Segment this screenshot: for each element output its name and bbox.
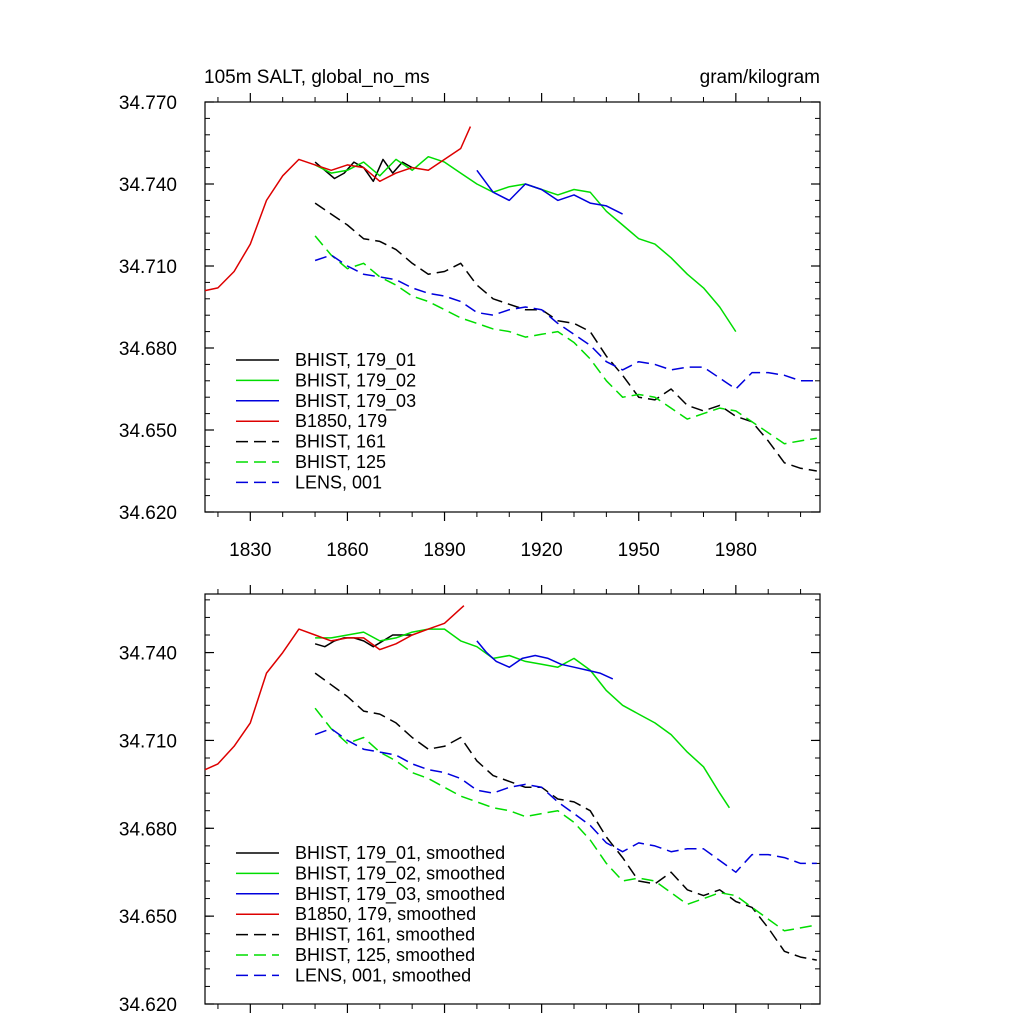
y-tick-label: 34.740 — [119, 644, 177, 665]
y-tick-label: 34.710 — [119, 731, 177, 752]
plot-frame — [204, 101, 821, 513]
series-line-4 — [314, 202, 817, 472]
x-tick-label: 1980 — [715, 540, 757, 561]
series-line-2 — [476, 169, 623, 215]
y-tick-label: 34.680 — [119, 339, 177, 360]
x-tick-label: 1890 — [423, 540, 465, 561]
plot-frame — [204, 593, 821, 1005]
legend-label: BHIST, 161, smoothed — [295, 925, 475, 945]
legend-label: BHIST, 179_01, smoothed — [295, 843, 505, 864]
legend-label: BHIST, 179_03 — [295, 391, 416, 412]
x-tick-label: 1950 — [618, 540, 660, 561]
x-tick-label: 1860 — [326, 540, 368, 561]
x-tick-label: 1920 — [520, 540, 562, 561]
series-line-4 — [314, 672, 817, 961]
y-tick-label: 34.770 — [119, 93, 177, 114]
y-tick-label: 34.620 — [119, 503, 177, 524]
legend-label: LENS, 001, smoothed — [295, 965, 471, 985]
units-label: gram/kilogram — [700, 67, 820, 88]
series-line-6 — [314, 727, 817, 873]
legend-label: BHIST, 179_02, smoothed — [295, 863, 505, 884]
legend-label: BHIST, 179_01 — [295, 350, 416, 371]
legend-label: B1850, 179 — [295, 411, 387, 431]
y-tick-label: 34.650 — [119, 907, 177, 928]
x-tick-label: 1830 — [229, 540, 271, 561]
series-line-1 — [314, 155, 737, 333]
legend-label: BHIST, 179_02 — [295, 370, 416, 391]
legend-label: BHIST, 125, smoothed — [295, 945, 475, 965]
y-tick-label: 34.740 — [119, 175, 177, 196]
series-line-5 — [314, 235, 817, 445]
chart-title: 105m SALT, global_no_ms — [204, 67, 430, 88]
y-tick-label: 34.650 — [119, 421, 177, 442]
legend-label: LENS, 001 — [295, 472, 382, 492]
series-line-5 — [314, 707, 817, 932]
series-line-3 — [204, 126, 472, 292]
y-tick-label: 34.710 — [119, 257, 177, 278]
legend-label: BHIST, 125 — [295, 452, 386, 472]
bottom-panel: 34.620 34.650 34.680 34.710 34.740 BHIST, 179… — [119, 585, 821, 1016]
legend-label: BHIST, 179_03, smoothed — [295, 884, 505, 905]
y-tick-label: 34.620 — [119, 995, 177, 1016]
top-panel: 34.620 34.650 34.680 34.710 34.740 34.770 1830… — [119, 93, 821, 561]
legend-label: BHIST, 161 — [295, 432, 386, 452]
series-line-2 — [476, 640, 614, 680]
series-line-1 — [315, 628, 731, 809]
y-tick-label: 34.680 — [119, 819, 177, 840]
series-line-6 — [314, 254, 817, 390]
series-line-3 — [204, 605, 465, 771]
series-line-0 — [314, 634, 413, 648]
legend-label: B1850, 179, smoothed — [295, 904, 476, 924]
